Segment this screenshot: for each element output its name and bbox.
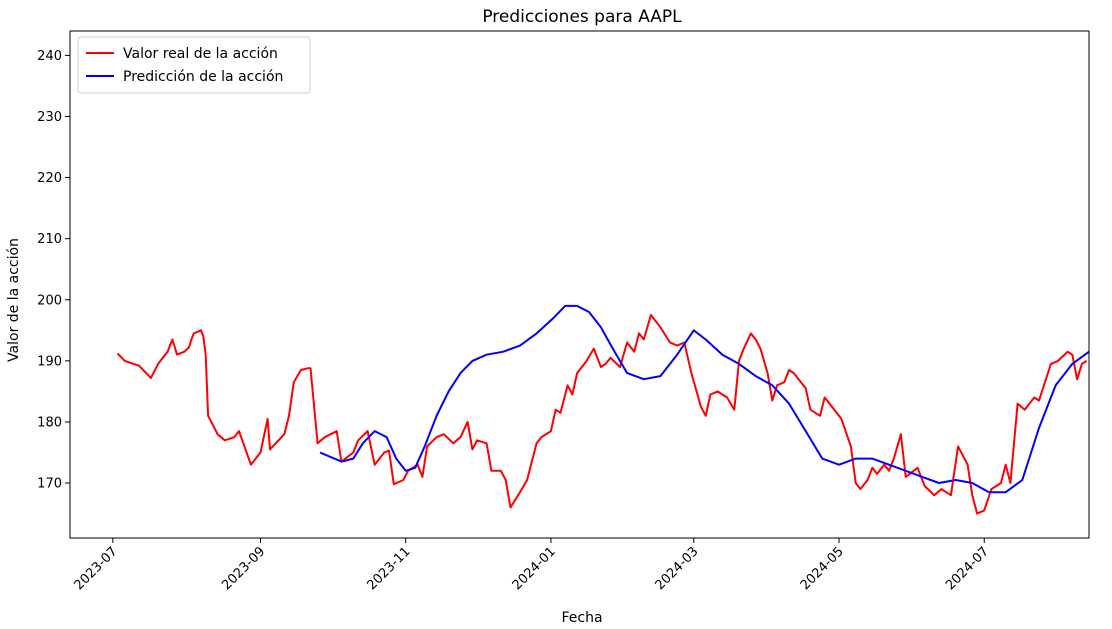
y-tick-label: 170 <box>37 477 62 492</box>
x-axis: 2023-07 2023-09 2023-11 2024-01 2024-03 2024-… <box>72 538 992 593</box>
x-tick-label: 2023-11 <box>365 544 414 593</box>
x-tick-label: 2024-01 <box>510 544 559 593</box>
plot-area <box>116 304 1090 515</box>
legend: Valor real de la acción Predicción de la … <box>77 36 311 94</box>
y-tick-label: 190 <box>37 354 62 369</box>
legend-box <box>77 36 311 94</box>
x-tick-label: 2024-03 <box>653 544 702 593</box>
series-line-1 <box>116 314 1088 515</box>
x-axis-label: Fecha <box>561 610 602 626</box>
y-axis-label: Valor de la acción <box>6 238 22 362</box>
chart-title: Predicciones para AAPL <box>482 7 682 27</box>
x-tick-label: 2024-07 <box>943 544 992 593</box>
legend-label-2: Predicción de la acción <box>123 69 283 85</box>
y-tick-label: 180 <box>37 415 62 430</box>
x-tick-label: 2023-09 <box>219 544 268 593</box>
x-tick-label: 2024-05 <box>798 544 847 593</box>
legend-label-1: Valor real de la acción <box>123 46 278 62</box>
y-tick-label: 220 <box>37 171 62 186</box>
plot-frame <box>69 30 1090 539</box>
y-tick-label: 240 <box>37 49 62 64</box>
y-axis: 170 180 190 200 210 220 230 240 <box>37 49 70 492</box>
y-tick-label: 210 <box>37 232 62 247</box>
y-tick-label: 200 <box>37 293 62 308</box>
y-tick-label: 230 <box>37 110 62 125</box>
x-tick-label: 2023-07 <box>72 544 121 593</box>
series-line-2 <box>319 304 1090 494</box>
